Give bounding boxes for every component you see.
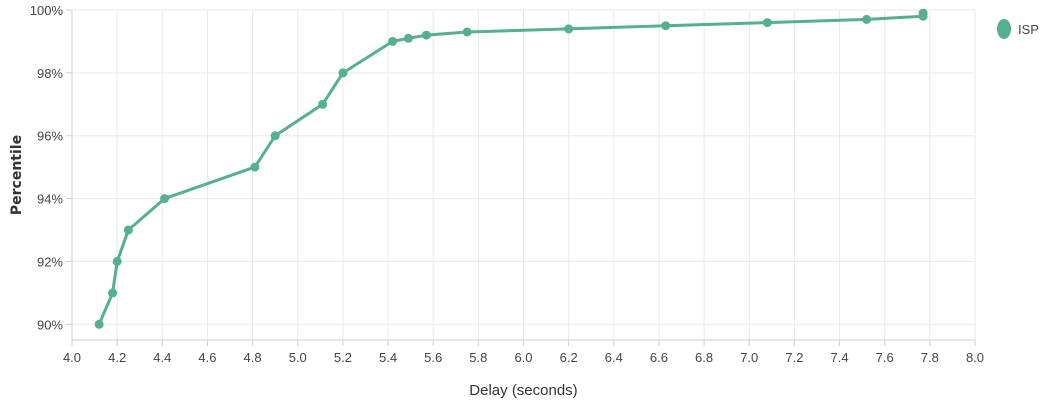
- data-point[interactable]: [123, 225, 133, 235]
- x-tick-label: 4.8: [244, 350, 262, 365]
- grid: [71, 9, 976, 340]
- data-point[interactable]: [661, 21, 671, 31]
- data-point[interactable]: [270, 131, 280, 141]
- data-point[interactable]: [762, 18, 772, 28]
- x-axis-title: Delay (seconds): [469, 382, 577, 399]
- data-point[interactable]: [862, 14, 872, 24]
- x-tick-label: 4.2: [108, 350, 126, 365]
- y-tick-label: 92%: [37, 254, 63, 269]
- x-tick-label: 7.6: [876, 350, 894, 365]
- data-point[interactable]: [403, 33, 413, 43]
- x-tick-label: 7.2: [785, 350, 803, 365]
- series-line: [97, 11, 925, 326]
- data-point[interactable]: [918, 8, 928, 18]
- y-tick-label: 96%: [37, 129, 63, 144]
- data-point[interactable]: [94, 319, 104, 329]
- x-tick-label: 6.0: [514, 350, 532, 365]
- data-point[interactable]: [462, 27, 472, 37]
- x-tick-label: 4.0: [63, 350, 81, 365]
- data-point[interactable]: [112, 256, 122, 266]
- y-tick-label: 100%: [30, 3, 64, 18]
- x-tick-label: 7.0: [740, 350, 758, 365]
- data-point[interactable]: [160, 194, 170, 204]
- x-tick-label: 4.6: [198, 350, 216, 365]
- x-tick-label: 7.4: [831, 350, 849, 365]
- x-tick-label: 5.4: [379, 350, 397, 365]
- data-point[interactable]: [338, 68, 348, 78]
- x-tick-label: 6.6: [650, 350, 668, 365]
- x-tick-label: 5.8: [469, 350, 487, 365]
- data-point[interactable]: [388, 36, 398, 46]
- x-tick-label: 5.2: [334, 350, 352, 365]
- legend[interactable]: ISP: [997, 19, 1039, 39]
- x-tick-label: 8.0: [966, 350, 984, 365]
- x-tick-label: 6.4: [605, 350, 623, 365]
- data-point[interactable]: [564, 24, 574, 34]
- x-tick-label: 5.6: [424, 350, 442, 365]
- series-layer: [94, 8, 928, 329]
- data-point[interactable]: [108, 288, 118, 298]
- data-point[interactable]: [250, 162, 260, 172]
- x-tick-label: 6.8: [695, 350, 713, 365]
- y-axis-title: Percentile: [9, 135, 25, 215]
- data-point[interactable]: [318, 99, 328, 109]
- axes: 4.0 4.2 4.4 4.6 4.8 5.0 5.2 5.4 5.6 5.8 6.0 6.2 6.4 6…: [30, 3, 984, 365]
- data-point[interactable]: [421, 30, 431, 40]
- legend-swatch[interactable]: [997, 19, 1011, 39]
- y-tick-label: 90%: [37, 317, 63, 332]
- y-tick-label: 94%: [37, 192, 63, 207]
- x-tick-label: 5.0: [289, 350, 307, 365]
- x-tick-label: 4.4: [153, 350, 171, 365]
- y-tick-label: 98%: [37, 66, 63, 81]
- x-tick-label: 7.8: [921, 350, 939, 365]
- legend-label[interactable]: ISP: [1018, 22, 1039, 37]
- x-tick-label: 6.2: [560, 350, 578, 365]
